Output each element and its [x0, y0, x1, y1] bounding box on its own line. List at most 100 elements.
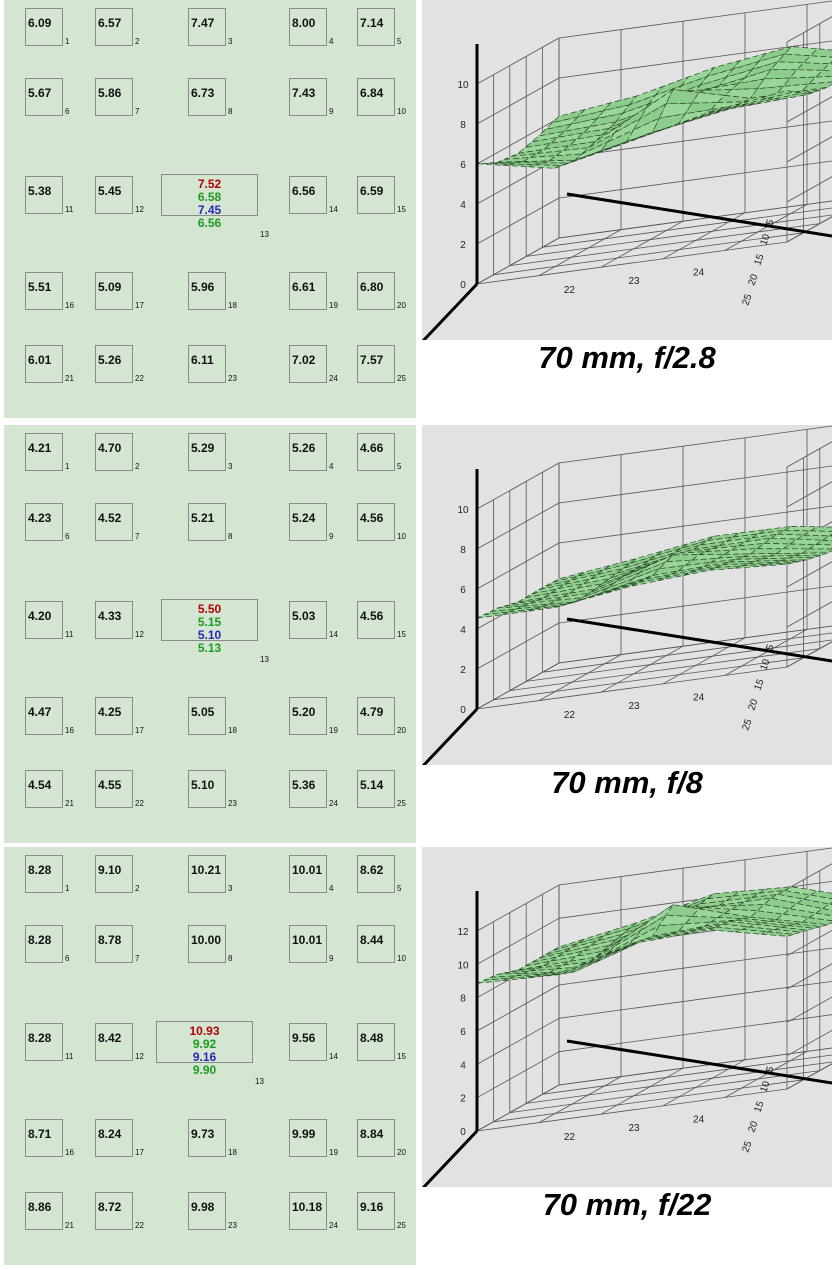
cell-index: 18: [228, 1148, 237, 1157]
grid-cell-center: [161, 174, 258, 216]
grid-cell: [188, 1192, 226, 1230]
surface-patch: [782, 543, 817, 550]
surface-patch: [509, 606, 543, 613]
grid-line: [476, 77, 560, 125]
axis-line: [566, 617, 832, 663]
grid-line: [558, 200, 832, 239]
cell-index: 20: [397, 301, 406, 310]
axis-line: [422, 282, 479, 340]
surface-patch: [691, 92, 726, 104]
surface-patch: [735, 929, 769, 935]
grid-cell: [25, 503, 63, 541]
grid-cell: [95, 272, 133, 310]
cell-index: 19: [329, 726, 338, 735]
figure-panel: 8.28 1 9.10 2 10.21 3 10.01 4 8.62 5 8.28 6 8.78 7 10.…: [0, 847, 839, 1265]
surface-patch: [576, 578, 610, 589]
y-tick-label: 25: [740, 292, 754, 307]
surface-patch: [664, 569, 698, 578]
center-readout: 7.45: [197, 203, 222, 217]
cell-index: 22: [135, 799, 144, 808]
surface-patch: [531, 584, 565, 595]
cell-index: 9: [329, 532, 334, 541]
z-tick-label: 0: [460, 1127, 466, 1138]
cell-index: 25: [397, 799, 406, 808]
surface-patch: [564, 574, 598, 585]
surface-patch: [549, 597, 582, 605]
cell-value: 4.56: [360, 609, 384, 623]
cell-value: 6.56: [292, 184, 316, 198]
cell-index: 8: [228, 954, 233, 963]
grid-cell: [357, 272, 395, 310]
cell-index: 25: [397, 374, 406, 383]
surface-patch: [719, 537, 753, 546]
grid-cell: [25, 697, 63, 735]
grid-line: [600, 1067, 684, 1115]
cell-value: 5.96: [191, 280, 215, 294]
surface-patch: [645, 931, 679, 940]
grid-cell: [188, 78, 226, 116]
z-tick-label: 4: [460, 1060, 466, 1071]
figure-panel: 4.21 1 4.70 2 5.29 3 5.26 4 4.66 5 4.23 6 4.52 7 5.21 8…: [0, 425, 839, 843]
center-readout: 5.50: [197, 602, 222, 616]
surface-patch: [561, 140, 597, 152]
surface-patch: [730, 904, 766, 912]
grid-cell: [289, 925, 327, 963]
grid-cell: [25, 855, 63, 893]
grid-cell: [357, 503, 395, 541]
cell-value: 5.51: [28, 280, 52, 294]
grid-line: [558, 847, 832, 886]
grid-line: [786, 216, 832, 243]
surface-patch: [716, 563, 750, 568]
grid-cell: [25, 8, 63, 46]
cell-index: 15: [397, 630, 406, 639]
cell-index: 5: [397, 462, 402, 471]
cell-value: 6.84: [360, 86, 384, 100]
surface-patch: [795, 62, 831, 71]
grid-cell: [357, 433, 395, 471]
grid-cell: [25, 1192, 63, 1230]
surface-patch: [693, 541, 727, 550]
cell-value: 4.21: [28, 441, 52, 455]
cell-index: 6: [65, 954, 70, 963]
grid-line: [558, 1047, 832, 1086]
grid-line: [786, 176, 832, 203]
grid-line: [786, 441, 832, 468]
surface-patch: [497, 157, 531, 163]
cell-index: 4: [329, 37, 334, 46]
surface-patch: [770, 61, 805, 71]
surface-patch: [795, 921, 829, 927]
surface-patch: [788, 538, 824, 545]
cell-value: 9.73: [191, 1127, 215, 1141]
cell-index: 23: [228, 1221, 237, 1230]
surface-patch: [788, 554, 822, 559]
cell-value: 8.28: [28, 1031, 52, 1045]
cell-value: 8.71: [28, 1127, 52, 1141]
grid-cell: [289, 601, 327, 639]
grid-line: [476, 37, 560, 85]
surface-patch: [677, 921, 712, 932]
grid-cell: [357, 176, 395, 214]
cell-index: 23: [228, 799, 237, 808]
z-tick-label: 8: [460, 120, 466, 131]
cell-index: 10: [397, 954, 406, 963]
cell-value: 9.99: [292, 1127, 316, 1141]
grid-line: [542, 1054, 832, 1095]
z-tick-label: 10: [457, 960, 469, 971]
chart-title: 70 mm, f/8: [551, 765, 703, 800]
surface-patch: [657, 119, 691, 132]
y-tick-label: 20: [746, 1119, 760, 1134]
surface-patch: [542, 138, 578, 150]
cell-index: 10: [397, 107, 406, 116]
cell-value: 5.86: [98, 86, 122, 100]
center-readout: 9.16: [192, 1050, 217, 1064]
surface-patch: [657, 572, 691, 582]
surface-patch: [755, 922, 789, 928]
y-tick-label: 15: [752, 1099, 766, 1114]
cell-value: 5.24: [292, 511, 316, 525]
grid-cell: [95, 78, 133, 116]
surface-patch: [774, 92, 808, 100]
cell-value: 6.61: [292, 280, 316, 294]
surface-patch: [554, 156, 588, 169]
x-tick-label: 22: [564, 710, 576, 721]
